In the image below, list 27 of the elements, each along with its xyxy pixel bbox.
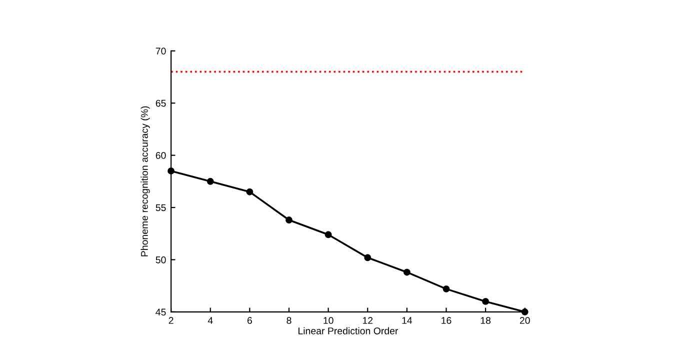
point xyxy=(442,285,450,292)
y-tick-label: 55 xyxy=(156,204,166,212)
x-tick-label: 4 xyxy=(208,317,213,324)
x-tick-label: 12 xyxy=(362,317,373,324)
point xyxy=(403,268,410,276)
y-tick-label: 60 xyxy=(156,152,166,159)
point xyxy=(482,298,490,305)
point xyxy=(206,178,214,185)
x-tick-label: 16 xyxy=(442,317,452,324)
y-tick-label: 65 xyxy=(156,100,166,107)
x-tick-label: 8 xyxy=(286,317,292,324)
y-tick-label: 45 xyxy=(156,308,166,316)
y-tick-label: 70 xyxy=(156,48,166,55)
x-tick-label: 2 xyxy=(168,317,174,324)
x-tick-label: 6 xyxy=(247,317,252,324)
x-tick-label: 18 xyxy=(480,317,491,324)
point xyxy=(246,188,254,196)
point xyxy=(168,167,175,174)
point xyxy=(364,254,372,262)
y-axis-title: Phoneme recognition accuracy (%) xyxy=(140,106,150,256)
point xyxy=(324,231,332,238)
y-tick-label: 50 xyxy=(156,256,166,264)
point xyxy=(286,216,292,224)
x-axis-title: Linear Prediction Order xyxy=(298,327,398,334)
x-tick-label: 14 xyxy=(402,317,412,324)
x-tick-label: 20 xyxy=(520,317,530,324)
x-tick-label: 10 xyxy=(324,317,334,324)
